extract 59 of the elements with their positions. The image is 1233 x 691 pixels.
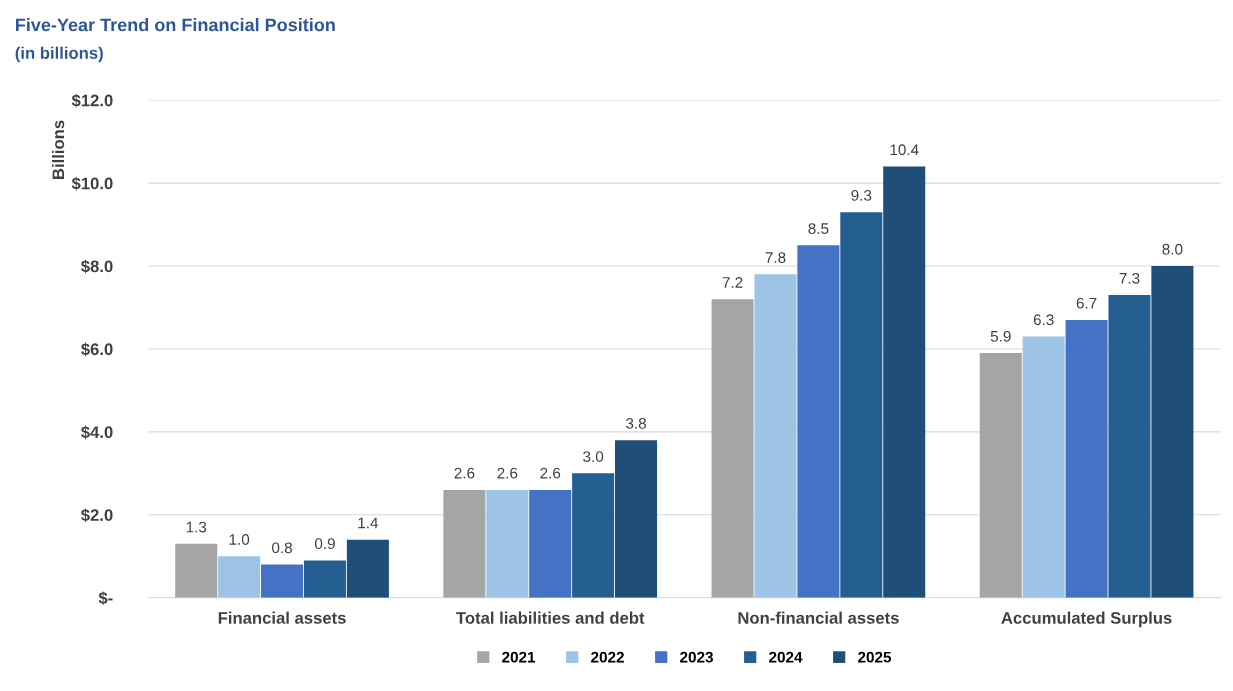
bar: [840, 212, 883, 598]
data-label: 7.8: [765, 252, 786, 263]
bar: [218, 556, 261, 598]
x-tick-label: Accumulated Surplus: [1001, 611, 1172, 628]
legend-label: 2023: [680, 651, 713, 663]
bar: [1022, 336, 1065, 598]
bar: [754, 274, 797, 598]
data-label: 1.4: [358, 517, 379, 529]
bar: [979, 353, 1022, 598]
y-tick-label: $10.0: [71, 176, 113, 191]
y-tick-label: $12.0: [71, 93, 113, 108]
x-tick-label: Non-financial assets: [738, 611, 899, 624]
data-label: 9.3: [851, 189, 872, 201]
data-label: 7.2: [722, 277, 743, 288]
y-axis-title: Billions: [51, 120, 65, 179]
bar: [797, 245, 840, 598]
bar: [529, 489, 572, 598]
data-label: 6.7: [1076, 297, 1097, 309]
data-label: 7.3: [1119, 272, 1140, 284]
bar: [883, 166, 926, 598]
data-label: 8.0: [1162, 243, 1183, 255]
data-label: 2.6: [540, 467, 561, 479]
y-tick-label: $6.0: [81, 342, 113, 357]
data-label: 0.9: [314, 538, 335, 550]
x-tick-label: Total liabilities and debt: [456, 611, 645, 624]
data-label: 6.3: [1033, 314, 1054, 326]
chart-title: Five-Year Trend on Financial Position: [16, 18, 335, 32]
bar: [572, 473, 615, 598]
bar: [1065, 319, 1108, 598]
y-tick-label: $2.0: [81, 508, 113, 523]
bar: [1108, 295, 1151, 598]
y-tick-label: $8.0: [81, 259, 113, 274]
bar: [711, 299, 754, 598]
y-tick-label: $4.0: [81, 425, 113, 440]
legend-label: 2022: [591, 651, 624, 663]
bar: [443, 489, 486, 598]
x-tick-label: Financial assets: [218, 611, 346, 624]
legend-label: 2024: [769, 651, 803, 663]
bar: [486, 489, 529, 598]
data-label: 1.3: [186, 521, 207, 533]
bar: [1151, 266, 1194, 598]
legend-label: 2025: [858, 651, 892, 663]
data-label: 3.8: [626, 418, 646, 429]
data-label: 2.6: [497, 467, 518, 479]
data-label: 1.0: [229, 534, 250, 545]
chart-subtitle: (in billions): [15, 46, 103, 63]
bar: [346, 539, 389, 598]
bar: [175, 543, 218, 598]
data-label: 5.9: [990, 330, 1011, 342]
y-tick-label: $-: [98, 591, 113, 605]
data-label: 2.6: [454, 467, 475, 479]
legend-label: 2021: [502, 651, 536, 663]
data-label: 10.4: [890, 144, 919, 156]
bar: [303, 560, 346, 598]
bar: [261, 564, 304, 598]
data-label: 0.8: [272, 542, 292, 554]
bar: [615, 440, 658, 598]
data-label: 3.0: [583, 451, 604, 462]
data-label: 8.5: [808, 223, 829, 234]
